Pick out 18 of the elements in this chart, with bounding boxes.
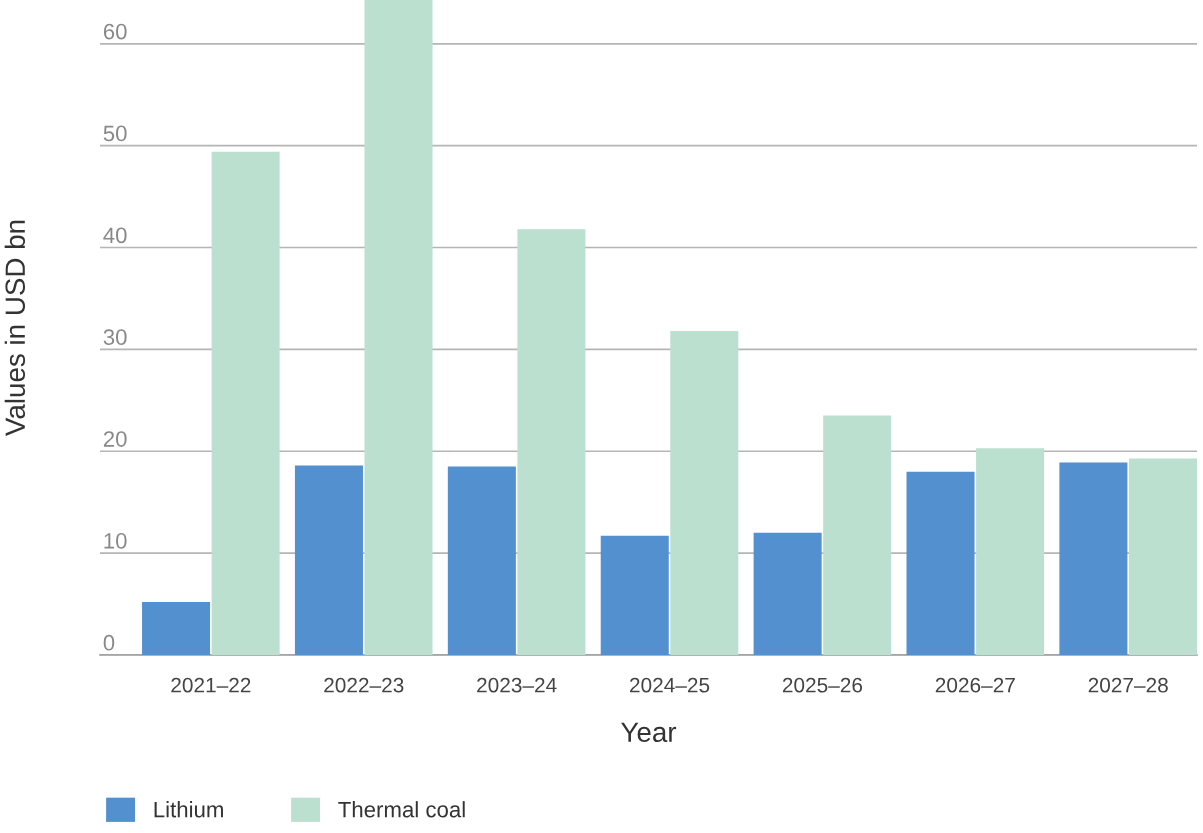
x-tick-label: 2024–25 — [630, 677, 710, 693]
y-axis-title: Values in USD bn — [4, 220, 26, 436]
y-tick-label: 10 — [104, 533, 127, 549]
x-tick-label: 2027–28 — [1088, 677, 1168, 693]
y-tick-label: 50 — [103, 125, 127, 142]
legend-label: Lithium — [154, 801, 223, 818]
legend-label: Thermal coal — [338, 801, 465, 818]
y-tick-label: 0 — [103, 634, 115, 651]
y-tick-label: 20 — [103, 431, 127, 447]
y-tick-label: 40 — [103, 227, 127, 244]
x-tick-label: 2022–23 — [324, 677, 404, 693]
x-tick-label: 2026–27 — [935, 677, 1015, 693]
y-tick-label: 30 — [103, 329, 127, 346]
y-tick-label: 60 — [103, 23, 127, 40]
x-tick-label: 2023–24 — [477, 677, 557, 693]
x-tick-label: 2021–22 — [171, 677, 251, 693]
x-tick-label: 2025–26 — [782, 677, 863, 693]
x-axis-title: Year — [621, 722, 677, 743]
